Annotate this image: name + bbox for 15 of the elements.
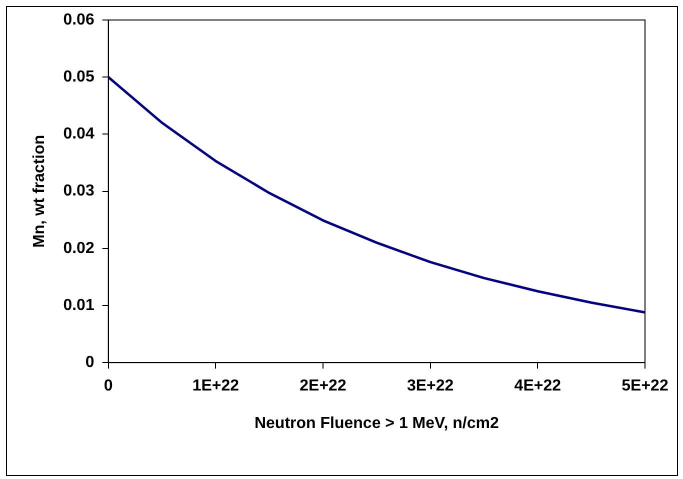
x-tick-label: 4E+22 bbox=[514, 378, 562, 395]
y-tick-label: 0.06 bbox=[63, 11, 94, 28]
y-tick-label: 0.03 bbox=[63, 182, 94, 200]
y-tick-label: 0.02 bbox=[63, 240, 94, 257]
x-tick-label: 0 bbox=[104, 378, 113, 395]
x-tick-label: 3E+22 bbox=[406, 378, 454, 395]
x-tick-label: 2E+22 bbox=[300, 378, 346, 395]
y-tick-label: 0.05 bbox=[63, 68, 94, 86]
y-axis-title: Mn, wt fraction bbox=[31, 134, 48, 248]
y-tick-label: 0 bbox=[85, 354, 94, 372]
y-tick-label: 0.04 bbox=[63, 126, 94, 143]
x-tick-label: 1E+22 bbox=[192, 378, 240, 395]
x-axis-title: Neutron Fluence > 1 MeV, n/cm2 bbox=[254, 414, 499, 432]
x-tick-label: 5E+22 bbox=[622, 378, 668, 395]
y-tick-label: 0.01 bbox=[63, 296, 94, 314]
